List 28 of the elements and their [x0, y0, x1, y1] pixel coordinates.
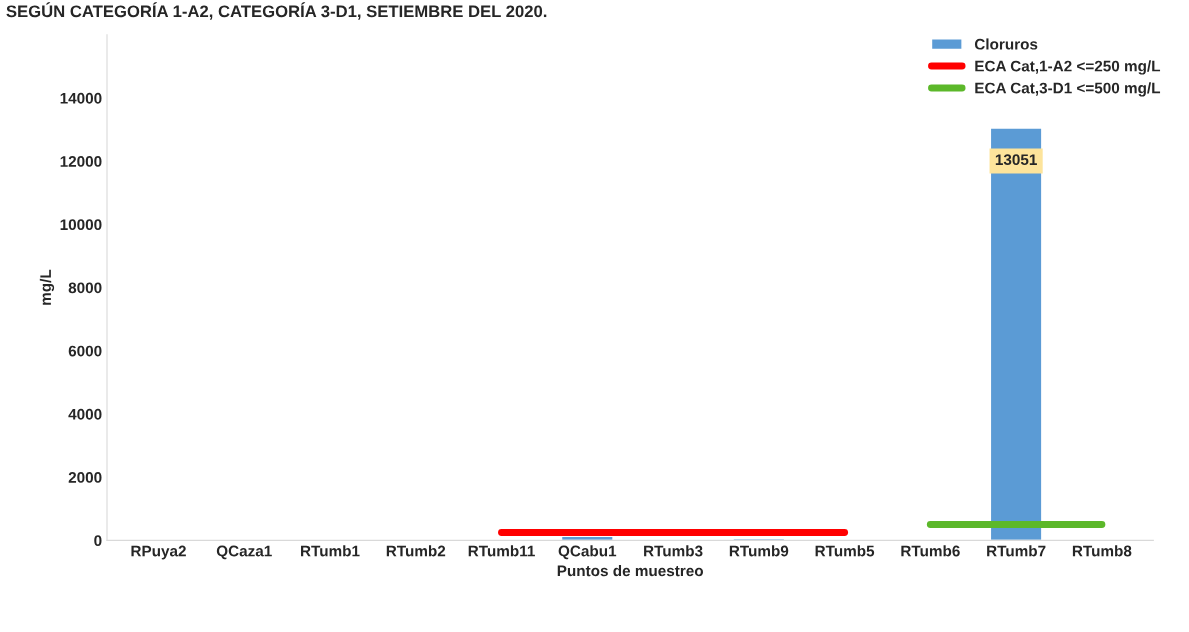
y-tick-label: 10000 [60, 219, 102, 231]
y-tick-label: 4000 [68, 408, 102, 420]
x-tick-label: RPuya2 [131, 545, 186, 560]
data-label: 13051 [995, 154, 1037, 166]
x-tick-label: RTumb2 [386, 545, 446, 557]
x-tick-label: QCaza1 [216, 545, 272, 560]
chart-title: SEGÚN CATEGORÍA 1-A2, CATEGORÍA 3-D1, SETIEMBRE DEL 2020. [6, 2, 547, 20]
x-tick-label: RTumb5 [815, 545, 875, 557]
y-tick-label: 12000 [60, 156, 102, 167]
y-tick-label: 8000 [68, 282, 102, 294]
x-tick-label: QCabu1 [558, 545, 617, 560]
x-tick-label: RTumb1 [301, 545, 360, 557]
x-tick-label: RTumb11 [468, 545, 535, 557]
legend-label: ECA Cat,1-A2 <=250 mg/L [975, 60, 1161, 75]
y-tick-label: 14000 [60, 92, 102, 104]
x-axis-title: Puntos de muestreo [557, 565, 704, 577]
x-tick-label: RTumb6 [901, 545, 960, 557]
y-axis-title: mg/L [39, 269, 55, 305]
y-tick-label: 6000 [68, 345, 102, 357]
y-tick-label: 0 [94, 535, 102, 547]
legend-label: Cloruros [974, 38, 1038, 50]
x-tick-label: RTumb8 [1072, 545, 1132, 557]
legend-label: ECA Cat,3-D1 <=500 mg/L [975, 82, 1161, 97]
x-tick-label: RTumb9 [729, 545, 789, 557]
bar [989, 127, 1043, 541]
y-tick-label: 2000 [68, 472, 102, 483]
x-tick-label: RTumb3 [644, 545, 703, 557]
x-tick-label: RTumb7 [987, 545, 1046, 557]
